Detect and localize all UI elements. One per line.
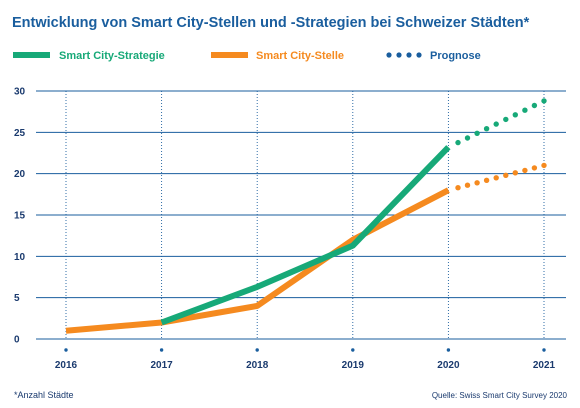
forecast-point-office [493,175,499,181]
forecast-point-strategy [455,139,461,146]
forecast-point-office [512,170,518,176]
forecast-point-strategy [541,98,547,104]
forecast-point-strategy [531,102,538,109]
forecast-point-office [474,180,480,186]
x-tick-label: 2017 [150,360,173,371]
x-tick-dot [64,348,68,352]
series-line-strategy [160,145,451,326]
y-tick-label: 0 [14,335,20,346]
x-tick-dot [446,348,451,352]
y-tick-label: 20 [14,169,26,180]
footnote: *Anzahl Städte [14,390,74,400]
y-tick-label: 30 [14,87,26,98]
legend-label-office: Smart City-Stelle [256,50,344,62]
y-axis-ticks: 0 5 10 15 20 25 30 [14,87,26,346]
forecast-point-strategy [474,130,480,136]
x-tick-dot [255,348,259,352]
x-axis-ticks: 2016 2017 2018 2019 2020 2021 [55,348,556,371]
forecast-point-strategy [522,107,528,113]
forecast-point-office [531,165,538,171]
forecast-point-office [464,182,471,188]
forecast-point-office [503,172,509,178]
forecast-point-strategy [483,126,490,132]
grid-vertical [65,91,545,339]
x-tick-label: 2021 [533,360,556,371]
x-tick-dot [159,348,164,352]
legend-label-forecast: Prognose [430,50,481,62]
forecast-point-office [455,185,461,191]
legend-label-strategy: Smart City-Strategie [59,50,165,62]
x-tick-dot [351,348,355,352]
grid-horizontal [36,90,566,340]
forecast-point-office [541,162,547,169]
x-tick-dot [542,348,546,352]
forecast-point-strategy [464,135,471,141]
forecast-point-strategy [493,121,499,127]
y-tick-label: 25 [14,128,26,139]
forecast-point-office [483,177,490,183]
forecast-point-strategy [503,116,509,123]
forecast-point-strategy [512,112,518,118]
legend: Smart City-Strategie Smart City-Stelle P… [13,50,481,62]
x-tick-label: 2020 [437,360,460,371]
forecast-point-office [522,167,528,174]
y-tick-label: 5 [14,293,20,304]
y-tick-label: 15 [14,211,26,222]
x-tick-label: 2016 [55,360,78,371]
x-tick-label: 2018 [246,360,269,371]
series-layer [65,98,547,334]
chart-title: Entwicklung von Smart City-Stellen und -… [12,15,530,31]
x-tick-label: 2019 [342,360,365,371]
series-line-office [65,187,450,334]
y-tick-label: 10 [14,252,26,263]
legend-swatch-forecast [386,52,422,58]
source-note: Quelle: Swiss Smart City Survey 2020 [432,391,568,400]
